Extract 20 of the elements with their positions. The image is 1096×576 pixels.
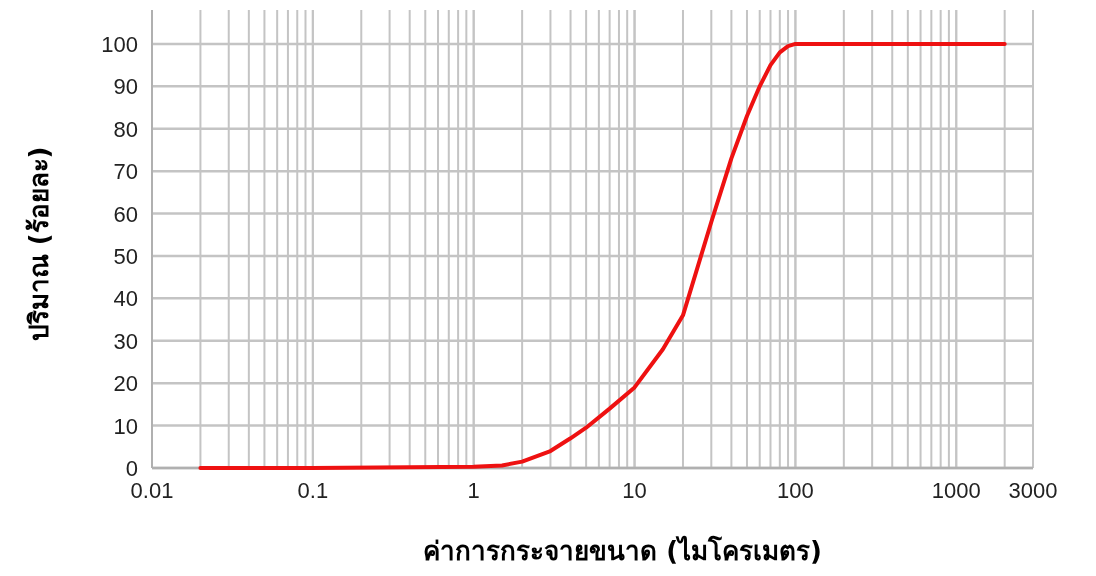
x-tick-label: 1000	[931, 478, 981, 503]
x-tick-label: 3000	[1008, 478, 1058, 503]
y-tick-label: 0	[125, 456, 138, 481]
y-tick-label: 80	[113, 116, 138, 142]
y-tick-label: 90	[113, 74, 138, 100]
y-tick-label: 20	[113, 371, 138, 397]
x-tick-label: 10	[622, 478, 647, 503]
y-axis-title: ปริมาณ (ร้อยละ)	[24, 146, 54, 342]
x-tick-label: 100	[777, 478, 814, 503]
x-tick-label: 1	[467, 478, 480, 503]
y-tick-label: 50	[113, 243, 138, 269]
y-tick-label: 100	[101, 31, 138, 57]
y-tick-label: 70	[113, 159, 138, 185]
x-tick-label: 0.1	[297, 478, 329, 503]
x-tick-label: 0.01	[130, 478, 174, 503]
y-tick-label: 30	[113, 328, 138, 354]
x-axis-title: ค่าการกระจายขนาด (ไมโครเมตร)	[423, 535, 822, 566]
y-tick-label: 10	[113, 413, 138, 439]
y-tick-label: 60	[113, 201, 138, 227]
y-tick-label: 40	[113, 286, 138, 312]
